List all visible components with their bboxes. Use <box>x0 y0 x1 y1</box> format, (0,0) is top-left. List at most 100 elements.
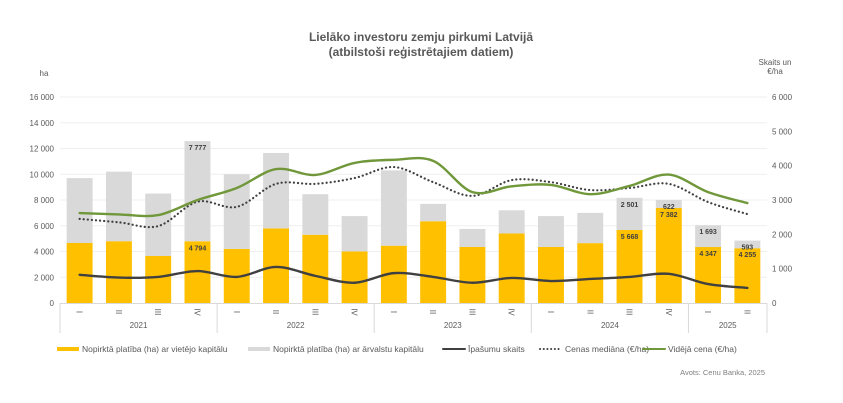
data-label-local: 4 255 <box>739 252 757 259</box>
x-tick-label: I <box>546 311 555 313</box>
bar-foreign-capital <box>66 178 93 244</box>
right-tick-label: 2 000 <box>772 230 793 239</box>
legend-label: Cenas mediāna (€/ha) <box>565 344 649 354</box>
line-median-price <box>78 165 749 229</box>
x-tick-label: I <box>389 311 398 313</box>
bar-local-capital <box>538 246 564 303</box>
bar-foreign-capital <box>263 153 289 229</box>
bar-foreign-capital <box>380 170 407 246</box>
data-label-foreign: 7 777 <box>189 145 207 152</box>
left-tick-label: 8 000 <box>34 196 55 205</box>
x-tick-label: II <box>271 310 280 314</box>
data-label-foreign: 1 693 <box>699 229 717 236</box>
x-tick-label: I <box>75 311 84 313</box>
legend-label: Nopirktā platība (ha) ar vietējo kapitāl… <box>82 344 228 354</box>
right-tick-label: 3 000 <box>772 196 793 205</box>
bar-foreign-capital <box>695 225 722 248</box>
bar-foreign-capital <box>223 174 250 249</box>
x-group-label: 2021 <box>130 321 148 330</box>
data-label-local: 5 668 <box>621 234 639 241</box>
left-tick-label: 0 <box>50 299 55 308</box>
line-property-count <box>78 265 749 290</box>
bar-local-capital <box>616 230 643 303</box>
x-tick-label: III <box>153 309 162 316</box>
data-label-local: 4 347 <box>699 251 717 258</box>
left-axis-title: ha <box>40 69 49 78</box>
left-axis-ticks: 0 2 000 4 000 6 000 8 000 10 000 12 000 14 000 1… <box>30 93 55 308</box>
bar-foreign-capital <box>616 197 643 231</box>
data-label-local: 4 794 <box>189 245 207 252</box>
chart-title: Lielāko investoru zemju pirkumi Latvijā <box>309 30 533 44</box>
legend-swatch <box>57 347 79 351</box>
right-tick-label: 1 000 <box>772 265 793 274</box>
bar-local-capital <box>577 243 604 303</box>
right-tick-label: 0 <box>772 299 777 308</box>
x-tick-label: III <box>467 309 476 316</box>
legend-label: Nopirktā platība (ha) ar ārvalstu kapitā… <box>273 344 424 354</box>
bar-local-capital <box>341 251 368 303</box>
bar-local-capital <box>734 248 761 303</box>
legend-label: Vidējā cena (€/ha) <box>668 344 737 354</box>
chart-subtitle: (atbilstoši reģistrētajiem datiem) <box>329 45 514 59</box>
bar-foreign-capital <box>105 171 132 242</box>
bar-local-capital <box>105 241 132 303</box>
right-axis-title-line1: Skaits un <box>759 58 792 67</box>
legend-label: Īpašumu skaits <box>468 344 525 354</box>
gridlines <box>60 96 767 278</box>
right-tick-label: 5 000 <box>772 127 793 136</box>
left-tick-label: 12 000 <box>30 145 55 154</box>
bar-foreign-capital <box>498 210 525 234</box>
x-group-label: 2023 <box>444 321 462 330</box>
bars <box>66 141 761 303</box>
left-tick-label: 6 000 <box>34 222 55 231</box>
source-note: Avots: Cenu Banka, 2025 <box>680 368 765 377</box>
line-average-price <box>78 156 749 218</box>
bar-foreign-capital <box>734 240 761 249</box>
bar-local-capital <box>302 234 329 303</box>
x-group-label: 2022 <box>287 321 305 330</box>
bar-foreign-capital <box>459 228 486 247</box>
bar-local-capital <box>459 246 486 303</box>
bar-local-capital <box>145 256 172 303</box>
x-tick-label: IV <box>192 308 201 316</box>
bar-local-capital <box>695 247 722 303</box>
bar-local-capital <box>498 233 525 303</box>
lines <box>78 156 749 290</box>
bar-local-capital <box>655 207 682 303</box>
right-axis-title-line2: €/ha <box>767 67 783 76</box>
bar-foreign-capital <box>655 199 682 208</box>
bar-foreign-capital <box>420 203 447 222</box>
bar-foreign-capital <box>145 193 172 257</box>
data-label-foreign: 593 <box>742 245 754 252</box>
x-tick-label: II <box>114 310 123 314</box>
bar-foreign-capital <box>577 212 604 244</box>
bar-local-capital <box>263 228 289 303</box>
bar-local-capital <box>66 243 93 303</box>
x-tick-label: II <box>742 310 751 314</box>
bar-foreign-capital <box>184 141 211 242</box>
x-tick-label: IV <box>350 308 359 316</box>
x-tick-label: II <box>585 310 594 314</box>
bar-local-capital <box>420 221 447 303</box>
left-tick-label: 10 000 <box>30 170 55 179</box>
x-group-label: 2024 <box>601 321 619 330</box>
x-tick-label: I <box>703 311 712 313</box>
x-tick-label: II <box>428 310 437 314</box>
x-tick-label: III <box>625 309 634 316</box>
bar-foreign-capital <box>538 216 564 247</box>
legend: Nopirktā platība (ha) ar vietējo kapitāl… <box>57 344 737 354</box>
bar-foreign-capital <box>302 194 329 235</box>
x-tick-label: IV <box>507 308 516 316</box>
x-tick-label: I <box>232 311 241 313</box>
data-label-local: 7 382 <box>660 212 678 219</box>
left-tick-label: 14 000 <box>30 119 55 128</box>
x-tick-label: IV <box>664 308 673 316</box>
data-label-foreign: 2 501 <box>621 202 639 209</box>
right-tick-label: 6 000 <box>772 93 793 102</box>
right-tick-label: 4 000 <box>772 162 793 171</box>
left-tick-label: 2 000 <box>34 273 55 282</box>
bar-foreign-capital <box>341 216 368 252</box>
